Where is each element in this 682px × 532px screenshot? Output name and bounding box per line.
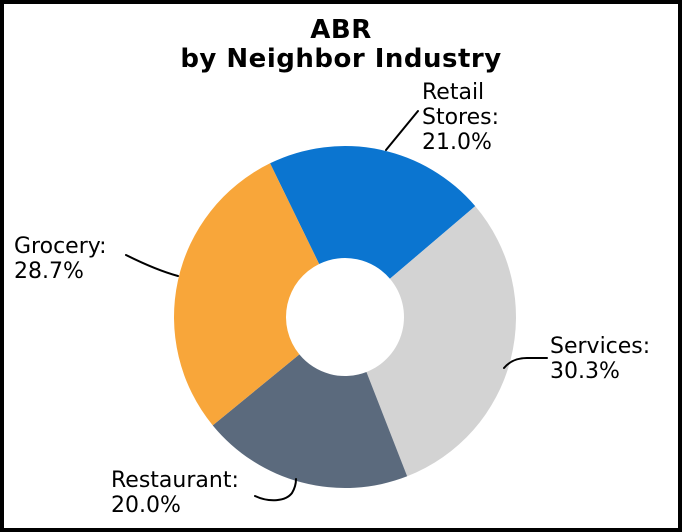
leader-line-services <box>503 357 548 369</box>
leader-lines <box>125 110 548 502</box>
slice-label-restaurant: Restaurant: 20.0% <box>111 468 239 518</box>
leader-line-grocery <box>125 254 179 277</box>
slice-label-text: 21.0% <box>422 130 492 155</box>
slice-label-retail-stores: Retail Stores: 21.0% <box>422 80 499 155</box>
slice-label-services: Services: 30.3% <box>550 334 650 384</box>
slice-label-text: 28.7% <box>14 259 84 284</box>
chart-title-line-2: by Neighbor Industry <box>180 44 502 74</box>
chart-title-line-1: ABR <box>310 15 372 45</box>
donut-slice-restaurant <box>212 354 408 489</box>
slice-label-text: Stores: <box>422 105 500 130</box>
slice-label-text: Grocery: <box>14 234 107 259</box>
slice-label-text: 30.3% <box>550 359 620 384</box>
chart-title: ABR by Neighbor Industry <box>4 16 678 74</box>
slice-label-text: Retail <box>422 80 485 105</box>
donut-slice-retail-stores <box>270 146 476 279</box>
donut-slice-services <box>366 206 516 477</box>
leader-line-retail-stores <box>385 110 419 151</box>
donut-slices <box>174 146 516 489</box>
slice-label-grocery: Grocery: 28.7% <box>14 234 107 284</box>
slice-label-text: Services: <box>550 334 651 359</box>
donut-chart <box>125 110 548 502</box>
slice-label-text: 20.0% <box>111 493 181 518</box>
slice-label-text: Restaurant: <box>111 468 239 493</box>
leader-line-restaurant <box>254 478 297 502</box>
donut-slice-grocery <box>174 163 320 426</box>
